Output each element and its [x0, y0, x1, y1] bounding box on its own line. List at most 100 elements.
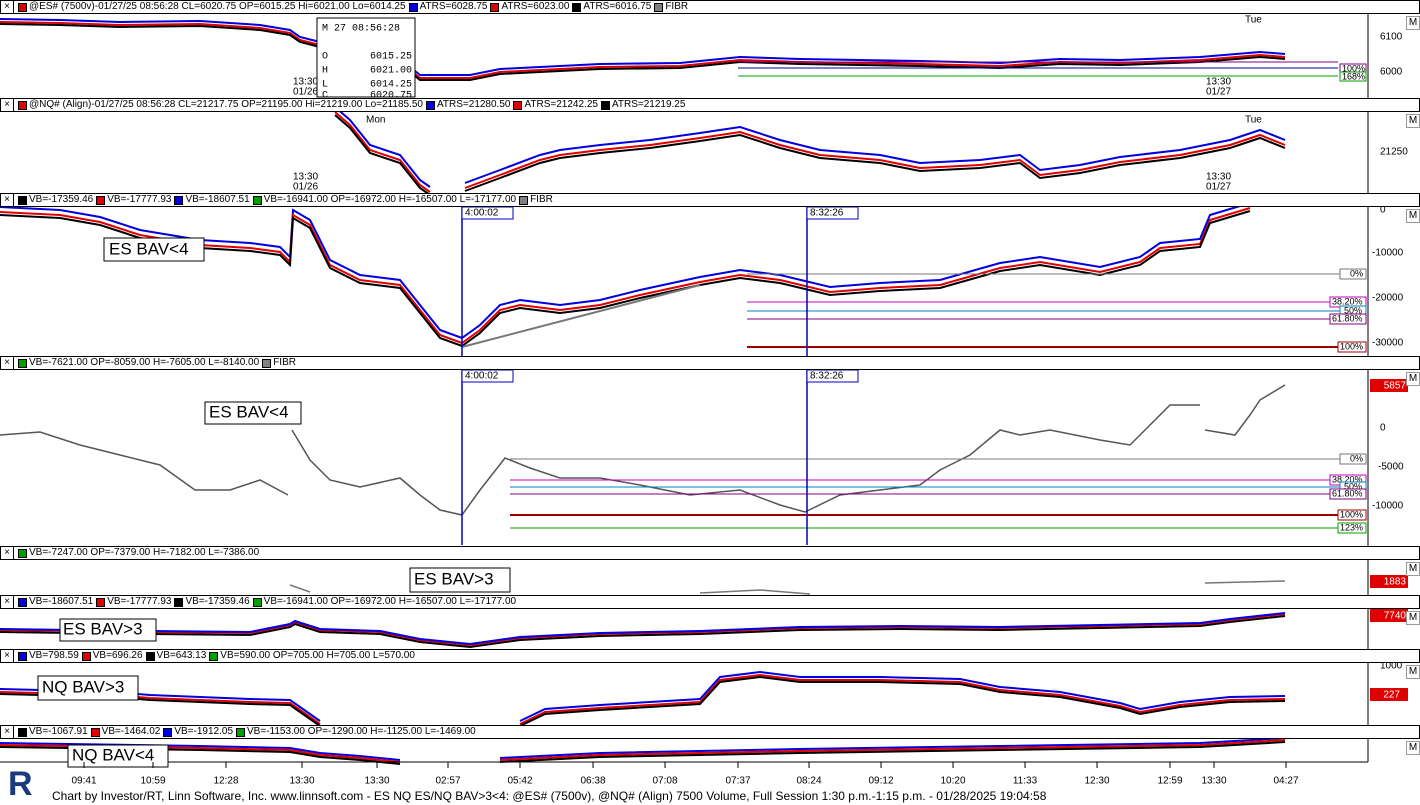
time-label: 02:57: [435, 776, 460, 787]
legend-text: VB=-17359.46: [29, 194, 94, 205]
legend-item: FIBR: [654, 1, 688, 13]
maximize-button[interactable]: M: [1406, 209, 1420, 223]
legend-item: VB=-17359.46: [18, 194, 93, 206]
legend-item: VB=-18607.51: [18, 596, 93, 608]
legend-item: VB=798.59: [18, 650, 79, 662]
legend-swatch: [163, 727, 173, 737]
legend-text: ATRS=6023.00: [501, 1, 570, 12]
legend-item: VB=-1912.05: [163, 726, 233, 738]
logo: [6, 764, 46, 802]
legend-item: VB=696.26: [81, 650, 143, 662]
maximize-button[interactable]: M: [1406, 16, 1420, 30]
annotation: NQ BAV<4: [72, 745, 154, 764]
fib-label: 50%: [1344, 305, 1362, 315]
time-mark: Tue: [1245, 115, 1262, 126]
legend-item: VB=-1464.02: [90, 726, 160, 738]
time-mark: 13:30: [293, 77, 318, 88]
legend-swatch: [81, 651, 91, 661]
maximize-button[interactable]: M: [1406, 611, 1420, 625]
fib-label: 168%: [1342, 71, 1365, 81]
time-label: 07:08: [652, 776, 677, 787]
legend-swatch: [145, 651, 155, 661]
legend-text: VB=-1067.91: [29, 726, 88, 737]
maximize-button[interactable]: M: [1406, 562, 1420, 576]
time-label: 10:59: [140, 776, 165, 787]
tooltip-value: 6020.75: [370, 91, 412, 102]
fib-label: 100%: [1342, 63, 1365, 73]
time-mark: 01/26: [293, 182, 318, 193]
tooltip-key: C: [322, 91, 328, 102]
legend-text: VB=-16941.00 OP=-16972.00 H=-16507.00 L=…: [263, 194, 517, 205]
legend-item: VB=-1067.91: [18, 726, 88, 738]
fib-label: 61.80%: [1332, 313, 1363, 323]
time-mark: Mon: [366, 115, 385, 126]
legend-text: VB=-7621.00 OP=-8059.00 H=-7605.00 L=-81…: [29, 357, 260, 368]
legend-text: ATRS=6028.75: [419, 1, 488, 12]
maximize-button[interactable]: M: [1406, 741, 1420, 755]
time-label: 13:30: [289, 776, 314, 787]
close-button[interactable]: ×: [1, 547, 14, 559]
axis-label: -30000: [1372, 338, 1404, 349]
legend-swatch: [209, 651, 219, 661]
maximize-button[interactable]: M: [1406, 665, 1420, 679]
legend-item: VB=-7247.00 OP=-7379.00 H=-7182.00 L=-73…: [18, 547, 259, 559]
axis-label: 21250: [1380, 147, 1408, 158]
time-label: 09:41: [71, 776, 96, 787]
legend-swatch: [96, 597, 106, 607]
time-mark: 13:30: [293, 172, 318, 183]
close-button[interactable]: ×: [1, 1, 14, 13]
close-button[interactable]: ×: [1, 596, 14, 608]
legend-text: FIBR: [273, 357, 296, 368]
axis-label: 6000: [1380, 67, 1403, 78]
close-button[interactable]: ×: [1, 357, 14, 369]
time-label: 12:59: [1157, 776, 1182, 787]
close-button[interactable]: ×: [1, 726, 14, 738]
marker-label: 8:32:26: [810, 371, 844, 382]
legend-item: VB=-16941.00 OP=-16972.00 H=-16507.00 L=…: [252, 194, 517, 206]
legend-text: VB=-7247.00 OP=-7379.00 H=-7182.00 L=-73…: [29, 547, 260, 558]
legend-item: ATRS=6028.75: [408, 1, 488, 13]
legend-item: @ES# (7500v)-01/27/25 08:56:28 CL=6020.7…: [18, 1, 406, 13]
legend-swatch: [18, 597, 27, 607]
legend-text: ATRS=21242.25: [524, 99, 598, 110]
pane-header: × VB=-7247.00 OP=-7379.00 H=-7182.00 L=-7…: [0, 546, 1420, 560]
legend-item: ATRS=21219.25: [600, 99, 685, 111]
legend-item: VB=-1153.00 OP=-1290.00 H=-1125.00 L=-14…: [236, 726, 476, 738]
pane-header: × @NQ# (Align)-01/27/25 08:56:28 CL=21217…: [0, 98, 1420, 112]
legend-item: ATRS=21242.25: [513, 99, 598, 111]
time-mark: 13:30: [1206, 77, 1231, 88]
legend-text: VB=-17777.93: [107, 596, 172, 607]
annotation: ES BAV<4: [109, 239, 189, 258]
axis-label: -10000: [1372, 248, 1404, 259]
tooltip-value: 6015.25: [370, 52, 412, 63]
fib-label: 38.20%: [1332, 474, 1363, 484]
legend-item: ATRS=6023.00: [490, 1, 569, 13]
last-value: 227: [1383, 690, 1400, 701]
legend-item: VB=643.13: [145, 650, 206, 662]
legend-text: VB=590.00 OP=705.00 H=705.00 L=570.00: [220, 650, 415, 661]
legend-item: VB=590.00 OP=705.00 H=705.00 L=570.00: [209, 650, 415, 662]
annotation: ES BAV<4: [209, 402, 289, 421]
axis-label: 0: [1380, 423, 1386, 434]
time-label: 07:37: [725, 776, 750, 787]
legend-text: VB=-16941.00 OP=-16972.00 H=-16507.00 L=…: [263, 596, 517, 607]
maximize-button[interactable]: M: [1406, 114, 1420, 128]
fib-label: 61.80%: [1332, 488, 1363, 498]
legend-text: FIBR: [530, 194, 553, 205]
tooltip-key: H: [322, 66, 328, 77]
maximize-button[interactable]: M: [1406, 372, 1420, 386]
logo-mark: R: [8, 765, 33, 803]
footer: Chart by Investor/RT, Linn Software, Inc…: [52, 789, 1047, 803]
tooltip-time: M 27 08:56:28: [322, 24, 400, 35]
legend-item: VB=-16941.00 OP=-16972.00 H=-16507.00 L=…: [252, 596, 517, 608]
legend-swatch: [18, 651, 27, 661]
close-button[interactable]: ×: [1, 194, 14, 206]
close-button[interactable]: ×: [1, 650, 14, 662]
time-label: 09:12: [868, 776, 893, 787]
axis-label: 6100: [1380, 32, 1403, 43]
legend-text: FIBR: [665, 1, 689, 12]
axis-label: 0: [1380, 205, 1386, 216]
close-button[interactable]: ×: [1, 99, 14, 111]
time-label: 08:24: [796, 776, 821, 787]
